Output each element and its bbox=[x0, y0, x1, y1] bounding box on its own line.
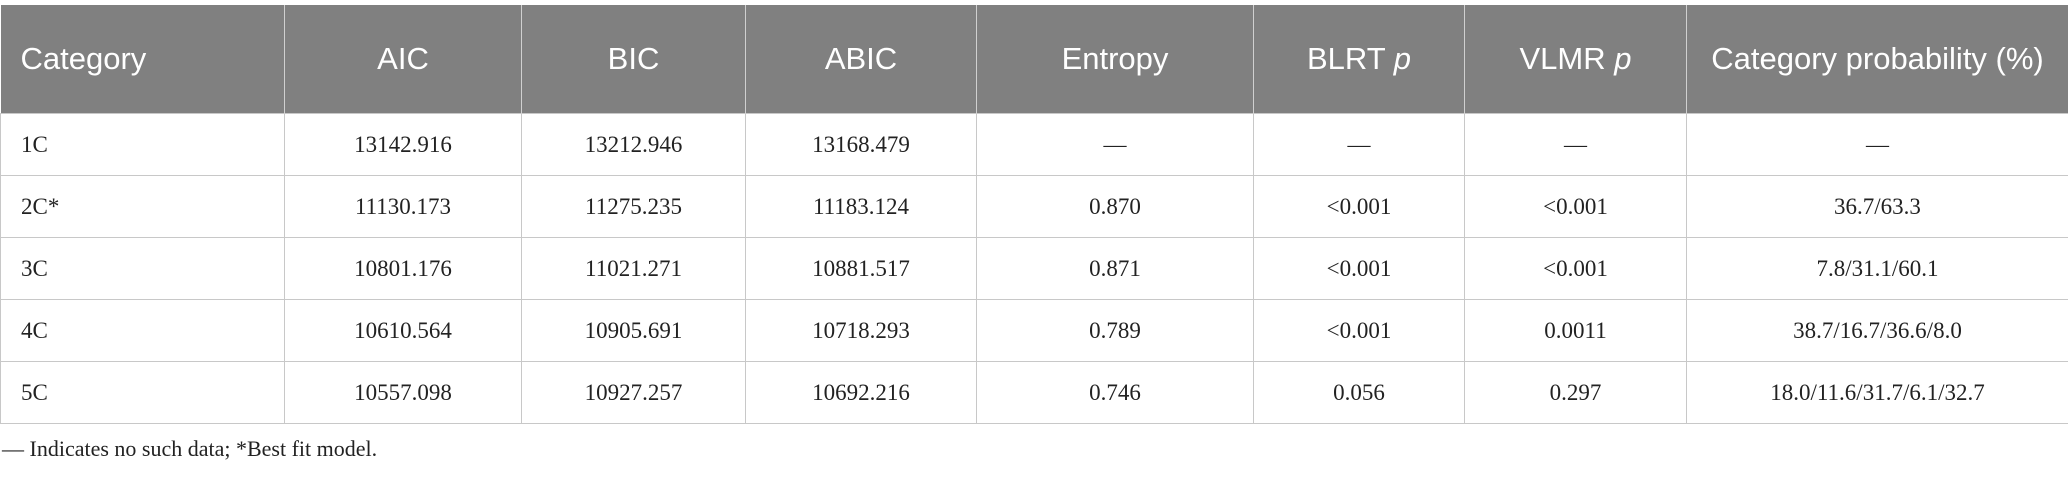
header-italic: p bbox=[1393, 41, 1411, 76]
table-cell: 4C bbox=[0, 299, 285, 362]
table-cell: 0.297 bbox=[1464, 361, 1687, 424]
table-cell: — bbox=[1464, 113, 1687, 176]
table-cell: 1C bbox=[0, 113, 285, 176]
table-cell: — bbox=[1253, 113, 1465, 176]
table-cell: 0.746 bbox=[976, 361, 1254, 424]
header-row: Category AIC BIC ABIC Entropy BLRT p VLMR p Cat… bbox=[0, 5, 2068, 114]
table-cell: 11275.235 bbox=[521, 175, 746, 238]
table-cell: 10801.176 bbox=[284, 237, 522, 300]
table-cell: 7.8/31.1/60.1 bbox=[1686, 237, 2068, 300]
table-cell: <0.001 bbox=[1464, 237, 1687, 300]
table-cell: 13168.479 bbox=[745, 113, 977, 176]
header-cell: ABIC bbox=[745, 5, 977, 114]
table-row: 5C 10557.098 10927.257 10692.216 0.746 0.056 0… bbox=[0, 361, 2068, 424]
table-cell: 3C bbox=[0, 237, 285, 300]
table-row: 2C* 11130.173 11275.235 11183.124 0.870 <0.00… bbox=[0, 175, 2068, 238]
table-cell: 38.7/16.7/36.6/8.0 bbox=[1686, 299, 2068, 362]
table-cell: <0.001 bbox=[1253, 299, 1465, 362]
table-cell: 0.870 bbox=[976, 175, 1254, 238]
table-cell: 10881.517 bbox=[745, 237, 977, 300]
table-cell: 10557.098 bbox=[284, 361, 522, 424]
table-cell: 11021.271 bbox=[521, 237, 746, 300]
footnote: — Indicates no such data; *Best fit mode… bbox=[2, 436, 378, 461]
table-cell: 11183.124 bbox=[745, 175, 977, 238]
header-cell: BIC bbox=[521, 5, 746, 114]
table-cell: 13212.946 bbox=[521, 113, 746, 176]
header-cell: Entropy bbox=[976, 5, 1254, 114]
table-cell: <0.001 bbox=[1253, 237, 1465, 300]
results-table: Category AIC BIC ABIC Entropy BLRT p VLMR p Cat… bbox=[0, 5, 2068, 424]
header-italic: p bbox=[1614, 41, 1632, 76]
table-cell: 36.7/63.3 bbox=[1686, 175, 2068, 238]
table-cell: 10692.216 bbox=[745, 361, 977, 424]
header-cell: Category probability (%) bbox=[1686, 5, 2068, 114]
table-cell: <0.001 bbox=[1253, 175, 1465, 238]
header-cell: AIC bbox=[284, 5, 522, 114]
table-cell: — bbox=[1686, 113, 2068, 176]
header-cell: BLRT p bbox=[1253, 5, 1465, 114]
table-cell: 10610.564 bbox=[284, 299, 522, 362]
header-cell: VLMR p bbox=[1464, 5, 1687, 114]
table-cell: — bbox=[976, 113, 1254, 176]
table-cell: <0.001 bbox=[1464, 175, 1687, 238]
table-cell: 10905.691 bbox=[521, 299, 746, 362]
table-cell: 10927.257 bbox=[521, 361, 746, 424]
table-body: 1C 13142.916 13212.946 13168.479— — — —2C* 1113… bbox=[0, 113, 2068, 424]
table-cell: 2C* bbox=[0, 175, 285, 238]
table-cell: 10718.293 bbox=[745, 299, 977, 362]
table-cell: 0.056 bbox=[1253, 361, 1465, 424]
table-cell: 0.789 bbox=[976, 299, 1254, 362]
table-cell: 13142.916 bbox=[284, 113, 522, 176]
table-cell: 11130.173 bbox=[284, 175, 522, 238]
header-cell: Category bbox=[0, 5, 285, 114]
table-cell: 0.0011 bbox=[1464, 299, 1687, 362]
header-text: VLMR bbox=[1519, 41, 1606, 76]
table-cell: 18.0/11.6/31.7/6.1/32.7 bbox=[1686, 361, 2068, 424]
table-row: 4C 10610.564 10905.691 10718.293 0.789 <0.001… bbox=[0, 299, 2068, 362]
table-cell: 0.871 bbox=[976, 237, 1254, 300]
table-row: 3C 10801.176 11021.271 10881.517 0.871 <0.001… bbox=[0, 237, 2068, 300]
header-text: BLRT bbox=[1307, 41, 1386, 76]
table-cell: 5C bbox=[0, 361, 285, 424]
table-row: 1C 13142.916 13212.946 13168.479— — — — bbox=[0, 113, 2068, 176]
